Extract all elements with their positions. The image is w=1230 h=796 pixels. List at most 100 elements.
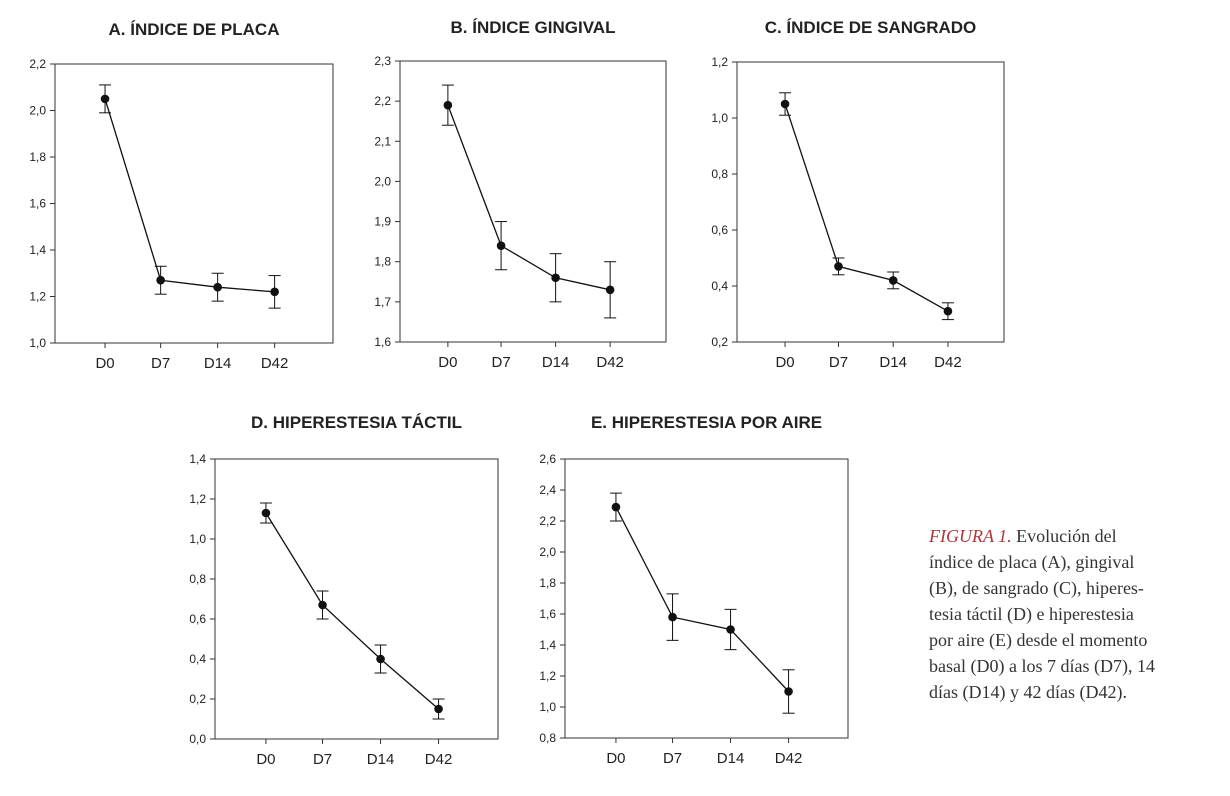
- x-tick-label-4-0: D0: [606, 750, 625, 767]
- y-tick-label-1-6: 2,2: [374, 94, 391, 108]
- y-tick-label-4-8: 2,4: [539, 483, 556, 497]
- data-point-3-1: [318, 600, 327, 610]
- caption-line-4: por aire (E) desde el momento: [929, 630, 1148, 650]
- data-point-0-2: [213, 282, 222, 292]
- data-point-3-0: [261, 508, 271, 518]
- plot-frame-4: [564, 458, 849, 739]
- data-point-3-3: [434, 704, 443, 714]
- y-tick-label-3-6: 1,2: [189, 492, 206, 506]
- x-tick-label-1-2: D14: [542, 354, 570, 371]
- y-tick-label-2-5: 1,2: [711, 55, 728, 69]
- caption-line-2: (B), de sangrado (C), hiperes-: [929, 578, 1144, 598]
- y-tick-label-3-5: 1,0: [189, 532, 206, 546]
- chart-panel-3: D. HIPERESTESIA TÁCTIL 0,0 0,2 0,4 0,6 0,8 1,0…: [189, 413, 499, 768]
- x-tick-label-3-1: D7: [313, 751, 332, 768]
- chart-panel-4: E. HIPERESTESIA POR AIRE 0,8 1,0 1,2 1,4 1,6 1…: [539, 413, 849, 767]
- data-point-1-2: [551, 273, 560, 283]
- data-point-3-2: [376, 654, 385, 664]
- x-tick-label-2-2: D14: [879, 354, 907, 371]
- plot-frame-0: [54, 63, 334, 344]
- y-tick-label-3-1: 0,2: [189, 692, 206, 706]
- x-tick-label-0-0: D0: [95, 355, 114, 372]
- y-tick-label-3-4: 0,8: [189, 572, 206, 586]
- y-tick-label-2-2: 0,6: [711, 223, 728, 237]
- y-tick-label-2-1: 0,4: [711, 279, 728, 293]
- data-point-4-1: [668, 612, 677, 622]
- x-tick-label-0-1: D7: [151, 355, 170, 372]
- y-tick-label-4-3: 1,4: [539, 638, 556, 652]
- plot-frame-1: [399, 60, 667, 343]
- y-tick-label-4-6: 2,0: [539, 545, 556, 559]
- x-tick-label-1-0: D0: [438, 354, 457, 371]
- data-point-0-0: [100, 94, 110, 104]
- data-point-4-3: [784, 687, 793, 696]
- caption-line-0: FIGURA 1. Evolución del: [929, 523, 1219, 549]
- x-tick-label-2-0: D0: [775, 354, 794, 371]
- y-tick-label-4-7: 2,2: [539, 514, 556, 528]
- y-tick-label-0-1: 1,2: [29, 290, 46, 304]
- y-tick-label-3-3: 0,6: [189, 612, 206, 626]
- plot-frame-3: [214, 458, 499, 740]
- y-tick-label-4-0: 0,8: [539, 731, 556, 745]
- chart-title-4: E. HIPERESTESIA POR AIRE: [591, 413, 822, 432]
- y-tick-label-1-1: 1,7: [374, 295, 391, 309]
- y-tick-label-4-1: 1,0: [539, 700, 556, 714]
- y-tick-label-4-2: 1,2: [539, 669, 556, 683]
- x-tick-label-1-1: D7: [491, 354, 510, 371]
- x-tick-label-1-3: D42: [596, 354, 624, 371]
- series-line-0: [104, 98, 275, 293]
- data-point-2-1: [834, 262, 843, 271]
- caption-line-6: días (D14) y 42 días (D42).: [929, 682, 1127, 702]
- series-line-1: [447, 104, 611, 291]
- y-tick-label-1-4: 2,0: [374, 174, 391, 188]
- data-point-4-2: [726, 625, 735, 634]
- x-tick-label-3-3: D42: [425, 751, 453, 768]
- caption-line-1: índice de placa (A), gingival: [929, 552, 1135, 572]
- y-tick-label-4-4: 1,6: [539, 607, 556, 621]
- y-tick-label-0-2: 1,4: [29, 243, 46, 257]
- data-point-2-3: [943, 306, 953, 316]
- y-tick-label-3-0: 0,0: [189, 732, 206, 746]
- y-tick-label-0-4: 1,8: [29, 150, 46, 164]
- figure-caption: FIGURA 1. Evolución del índice de placa …: [929, 523, 1219, 705]
- data-point-2-2: [888, 276, 898, 285]
- data-point-2-0: [780, 99, 790, 109]
- y-tick-label-1-2: 1,8: [374, 255, 391, 269]
- y-tick-label-1-0: 1,6: [374, 335, 391, 349]
- chart-title-1: B. ÍNDICE GINGIVAL: [451, 18, 616, 37]
- y-tick-label-0-5: 2,0: [29, 104, 46, 118]
- y-tick-label-1-7: 2,3: [374, 54, 391, 68]
- y-tick-label-3-2: 0,4: [189, 652, 206, 666]
- y-tick-label-0-6: 2,2: [29, 57, 46, 71]
- x-tick-label-2-3: D42: [934, 354, 962, 371]
- y-tick-label-0-3: 1,6: [29, 197, 46, 211]
- caption-line-3: tesia táctil (D) e hiperestesia: [929, 604, 1134, 624]
- x-tick-label-3-2: D14: [367, 751, 395, 768]
- chart-title-3: D. HIPERESTESIA TÁCTIL: [251, 413, 462, 432]
- y-tick-label-2-0: 0,2: [711, 335, 728, 349]
- x-tick-label-2-1: D7: [829, 354, 848, 371]
- series-line-3: [265, 512, 439, 710]
- y-tick-label-1-5: 2,1: [374, 134, 391, 148]
- series-line-4: [615, 506, 790, 692]
- chart-panel-1: B. ÍNDICE GINGIVAL 1,6 1,7 1,8 1,9 2,0 2,1 2,2 2…: [374, 18, 667, 371]
- caption-line-5: basal (D0) a los 7 días (D7), 14: [929, 656, 1155, 676]
- x-tick-label-4-3: D42: [775, 750, 803, 767]
- x-tick-label-4-2: D14: [717, 750, 745, 767]
- chart-panel-2: C. ÍNDICE DE SANGRADO 0,2 0,4 0,6 0,8 1,0 1,2 D…: [711, 18, 1005, 371]
- data-point-1-0: [443, 100, 453, 110]
- x-tick-label-0-2: D14: [204, 355, 232, 372]
- chart-panel-0: A. ÍNDICE DE PLACA 1,0 1,2 1,4 1,6 1,8 2,0 2,2 D…: [29, 20, 334, 372]
- y-tick-label-4-9: 2,6: [539, 452, 556, 466]
- y-tick-label-2-3: 0,8: [711, 167, 728, 181]
- plot-frame-2: [736, 61, 1005, 343]
- data-point-0-1: [156, 275, 165, 285]
- y-tick-label-4-5: 1,8: [539, 576, 556, 590]
- x-tick-label-0-3: D42: [261, 355, 289, 372]
- caption-label: FIGURA 1.: [929, 526, 1012, 546]
- data-point-0-3: [270, 287, 279, 297]
- data-point-1-1: [496, 241, 506, 250]
- x-tick-label-4-1: D7: [663, 750, 682, 767]
- y-tick-label-2-4: 1,0: [711, 111, 728, 125]
